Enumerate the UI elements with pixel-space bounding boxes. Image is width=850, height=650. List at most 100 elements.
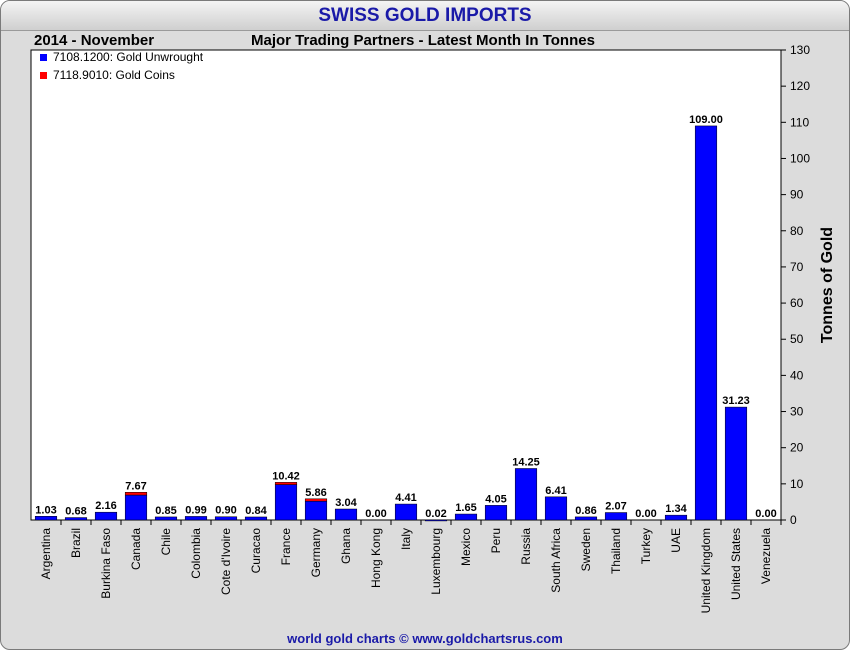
bar-unwrought xyxy=(424,519,448,522)
bar-value-label: 0.99 xyxy=(185,504,206,516)
bar-value-label: 10.42 xyxy=(272,470,300,482)
bar-unwrought xyxy=(124,494,148,521)
category-label: Mexico xyxy=(459,528,473,566)
bar-unwrought xyxy=(64,517,88,521)
bar-value-label: 3.04 xyxy=(335,497,357,509)
bar-unwrought xyxy=(454,513,478,521)
legend-entry: 7118.9010: Gold Coins xyxy=(53,68,175,82)
bar-unwrought xyxy=(94,511,118,521)
bar-unwrought xyxy=(274,484,298,521)
category-label: Ghana xyxy=(339,528,353,564)
category-label: Brazil xyxy=(69,528,83,558)
category-label: Colombia xyxy=(189,528,203,579)
y-tick-label: 130 xyxy=(790,43,810,57)
category-label: Sweden xyxy=(579,528,593,571)
y-tick-label: 70 xyxy=(790,260,804,274)
category-label: Thailand xyxy=(609,528,623,574)
bar-value-label: 4.41 xyxy=(395,492,416,504)
bar-value-label: 14.25 xyxy=(512,456,540,468)
bar-unwrought xyxy=(604,512,628,521)
category-label: United States xyxy=(729,528,743,600)
y-axis-label: Tonnes of Gold xyxy=(819,227,836,343)
category-label: Italy xyxy=(399,528,413,550)
bar-value-label: 1.65 xyxy=(455,502,476,514)
bar-unwrought xyxy=(514,468,538,521)
category-label: Chile xyxy=(159,528,173,556)
footer-credit: world gold charts © www.goldchartsrus.co… xyxy=(287,631,563,646)
y-tick-label: 60 xyxy=(790,296,804,310)
bar-unwrought xyxy=(304,500,328,521)
bar-unwrought xyxy=(154,516,178,521)
category-label: Venezuela xyxy=(759,528,773,584)
bar-coins xyxy=(274,482,298,485)
category-label: Russia xyxy=(519,528,533,565)
bar-value-label: 0.85 xyxy=(155,505,176,517)
bar-value-label: 0.00 xyxy=(755,508,776,520)
category-label: Curacao xyxy=(249,528,263,574)
category-label: France xyxy=(279,528,293,566)
chart-subtitle: Major Trading Partners - Latest Month In… xyxy=(251,32,595,49)
bar-value-label: 4.05 xyxy=(485,493,506,505)
category-label: Germany xyxy=(309,528,323,577)
y-tick-label: 90 xyxy=(790,188,804,202)
bar-unwrought xyxy=(724,406,748,521)
bar-value-label: 0.00 xyxy=(635,508,656,520)
category-label: South Africa xyxy=(549,528,563,593)
category-label: Burkina Faso xyxy=(99,528,113,599)
y-tick-label: 20 xyxy=(790,441,804,455)
bar-unwrought xyxy=(664,514,688,521)
period-label: 2014 - November xyxy=(34,32,155,49)
bar-value-label: 1.03 xyxy=(35,504,56,516)
y-tick-label: 50 xyxy=(790,332,804,346)
category-label: United Kingdom xyxy=(699,528,713,613)
bar-unwrought xyxy=(334,508,358,521)
bar-value-label: 7.67 xyxy=(125,480,146,492)
bar-value-label: 5.86 xyxy=(305,487,326,499)
category-label: Turkey xyxy=(639,528,653,564)
bar-coins xyxy=(124,492,148,496)
y-tick-label: 110 xyxy=(790,115,809,129)
bar-value-label: 0.02 xyxy=(425,508,446,520)
bar-value-label: 0.84 xyxy=(245,505,267,517)
bar-value-label: 31.23 xyxy=(722,395,750,407)
y-tick-label: 30 xyxy=(790,405,804,419)
legend-swatch xyxy=(40,72,47,79)
category-label: Hong Kong xyxy=(369,528,383,588)
category-label: Luxembourg xyxy=(429,528,443,595)
plot-area xyxy=(30,49,782,521)
bar-unwrought xyxy=(184,516,208,521)
y-tick-label: 40 xyxy=(790,368,804,382)
y-tick-label: 10 xyxy=(790,477,804,491)
y-tick-label: 100 xyxy=(790,151,810,165)
bar-value-label: 2.07 xyxy=(605,501,626,513)
bar-unwrought xyxy=(34,516,58,521)
bar-value-label: 0.00 xyxy=(365,508,386,520)
bar-unwrought xyxy=(544,496,568,521)
bar-value-label: 1.34 xyxy=(665,503,687,515)
bar-unwrought xyxy=(214,516,238,521)
y-tick-label: 0 xyxy=(790,513,797,527)
category-label: Peru xyxy=(489,528,503,553)
bar-value-label: 2.16 xyxy=(95,500,116,512)
bar-value-label: 109.00 xyxy=(689,114,723,126)
chart-title: SWISS GOLD IMPORTS xyxy=(1,1,849,31)
bar-value-label: 0.90 xyxy=(215,505,236,517)
bar-coins xyxy=(304,498,328,502)
y-tick-label: 120 xyxy=(790,79,810,93)
bar-value-label: 0.86 xyxy=(575,505,596,517)
category-label: Argentina xyxy=(39,528,53,580)
category-label: Canada xyxy=(129,528,143,570)
y-tick-label: 80 xyxy=(790,224,804,238)
bar-unwrought xyxy=(694,125,718,521)
category-label: UAE xyxy=(669,528,683,553)
category-label: Cote d'Ivoire xyxy=(219,528,233,595)
legend-entry: 7108.1200: Gold Unwrought xyxy=(53,50,204,64)
bar-value-label: 6.41 xyxy=(545,485,566,497)
bar-value-label: 0.68 xyxy=(65,506,86,518)
bar-unwrought xyxy=(244,516,268,521)
bar-unwrought xyxy=(484,505,508,521)
legend-swatch xyxy=(40,54,47,61)
bar-unwrought xyxy=(574,516,598,521)
bar-unwrought xyxy=(394,503,418,521)
